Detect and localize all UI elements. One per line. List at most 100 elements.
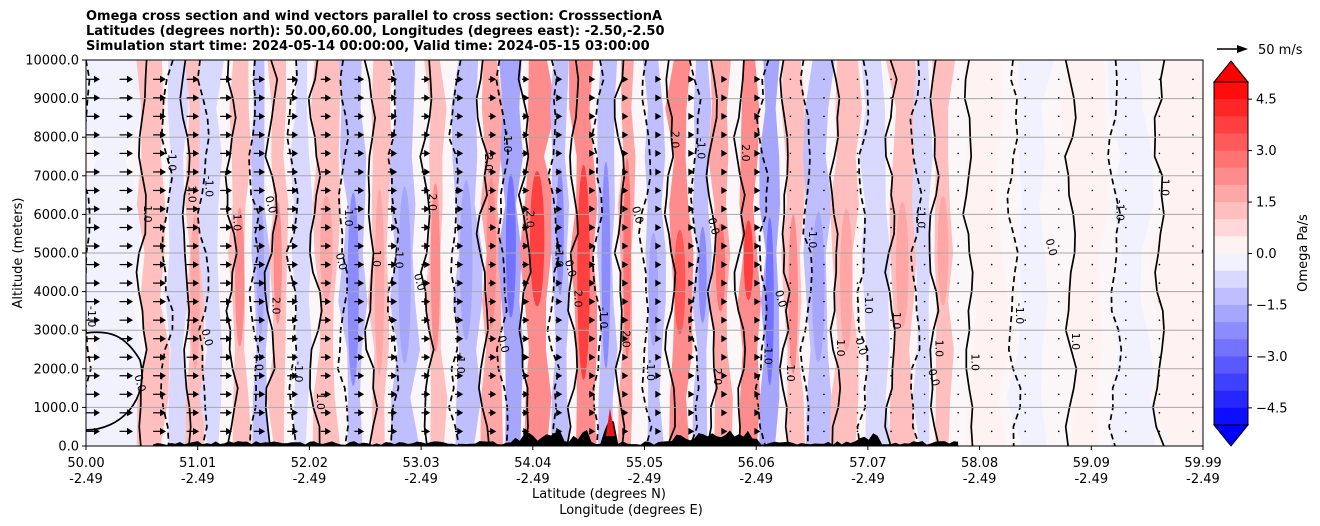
contour-label: 1.0 (230, 214, 243, 232)
wind-vector-head (127, 94, 134, 102)
wind-vector-head (721, 353, 728, 361)
wind-vector (1192, 337, 1194, 340)
wind-vector (1057, 97, 1060, 99)
wind-vector (856, 319, 859, 321)
wind-vector (957, 245, 959, 247)
wind-vector (688, 168, 695, 176)
wind-vector-head (622, 75, 629, 83)
wind-vector-head (655, 242, 662, 250)
y-tick-label: 7000.0 (34, 169, 80, 184)
wind-vector (354, 409, 365, 417)
wind-vector (421, 261, 431, 269)
wind-vector (153, 372, 167, 380)
chart-title: Omega cross section and wind vectors par… (86, 9, 665, 54)
wind-vector (923, 319, 926, 321)
wind-vector (1024, 152, 1027, 155)
wind-vector (1057, 300, 1060, 303)
x-tick-label-lat: 56.06 (738, 456, 775, 471)
wind-vector (890, 356, 892, 359)
wind-vector-head (556, 261, 563, 269)
wind-vector (522, 94, 530, 102)
wind-vector (421, 279, 431, 287)
wind-vector-head (226, 149, 233, 157)
wind-vector-head (160, 224, 167, 232)
wind-vector (655, 353, 662, 361)
wind-vector (622, 316, 629, 324)
wind-vector (990, 263, 993, 266)
wind-vector (1057, 245, 1060, 247)
wind-vector-head (556, 131, 563, 139)
wind-vector (119, 131, 134, 139)
wind-vector-head (688, 298, 695, 306)
omega-core (698, 226, 707, 323)
wind-vector-head (754, 372, 761, 380)
wind-vector (555, 149, 563, 157)
wind-vector-head (424, 279, 431, 287)
wind-vector (186, 131, 200, 139)
wind-vector (1057, 208, 1060, 210)
wind-vector (488, 224, 497, 232)
colorbar-level (1214, 82, 1248, 100)
wind-vector (923, 208, 926, 210)
wind-vector-head (127, 298, 134, 306)
wind-vector-head (457, 409, 464, 417)
wind-vector (721, 427, 728, 435)
wind-vector (990, 78, 993, 81)
y-tick-label: 1000.0 (34, 401, 80, 416)
wind-vector-head (589, 372, 596, 380)
wind-vector-head (193, 372, 200, 380)
wind-vector (1057, 263, 1060, 266)
wind-vector (890, 189, 892, 192)
wind-vector (421, 427, 431, 435)
wind-vector-head (226, 298, 233, 306)
omega-core (937, 195, 949, 306)
wind-vector (1057, 412, 1060, 414)
wind-vector-head (556, 205, 563, 213)
wind-vector-head (457, 149, 464, 157)
wind-vector (589, 149, 596, 157)
wind-vector (721, 224, 728, 232)
wind-vector (1125, 152, 1127, 155)
wind-vector (555, 242, 563, 250)
colorbar-level (1214, 304, 1248, 323)
wind-vector-head (721, 261, 728, 269)
colorbar-level (1214, 150, 1248, 169)
wind-vector (789, 319, 792, 321)
x-tick-label-lon: -2.49 (181, 472, 215, 487)
wind-vector-head (622, 298, 629, 306)
wind-vector-head (523, 224, 530, 232)
terrain-profile (153, 408, 959, 446)
wind-vector-head (622, 427, 629, 435)
colorbar-level (1214, 167, 1248, 186)
wind-vector-head (358, 316, 365, 324)
wind-vector-head (457, 390, 464, 398)
wind-vector (789, 282, 792, 284)
wind-vector (589, 335, 596, 343)
wind-vector (220, 186, 233, 194)
contour-label: 2.0 (711, 368, 724, 386)
wind-vector (823, 245, 825, 247)
wind-vector (287, 335, 299, 343)
wind-vector (555, 112, 563, 120)
wind-vector (186, 205, 200, 213)
wind-vector (1158, 171, 1161, 173)
contour-label: -1.0 (202, 176, 215, 197)
wind-vector (957, 171, 959, 173)
wind-vector (287, 372, 299, 380)
wind-vector-head (94, 242, 100, 250)
wind-vector (856, 412, 859, 414)
wind-vector (1057, 430, 1060, 433)
colorbar-level (1214, 99, 1248, 117)
wind-vector (488, 335, 497, 343)
wind-vector (1057, 171, 1060, 173)
wind-vector (789, 356, 792, 359)
wind-vector-head (292, 372, 299, 380)
wind-vector-head (325, 372, 332, 380)
wind-vector (1057, 78, 1060, 81)
wind-vector-head (523, 242, 530, 250)
wind-vector (119, 242, 134, 250)
wind-vector (119, 298, 134, 306)
wind-vector-head (622, 316, 629, 324)
wind-vector-head (457, 224, 464, 232)
contour-label: 1.0 (370, 250, 383, 268)
